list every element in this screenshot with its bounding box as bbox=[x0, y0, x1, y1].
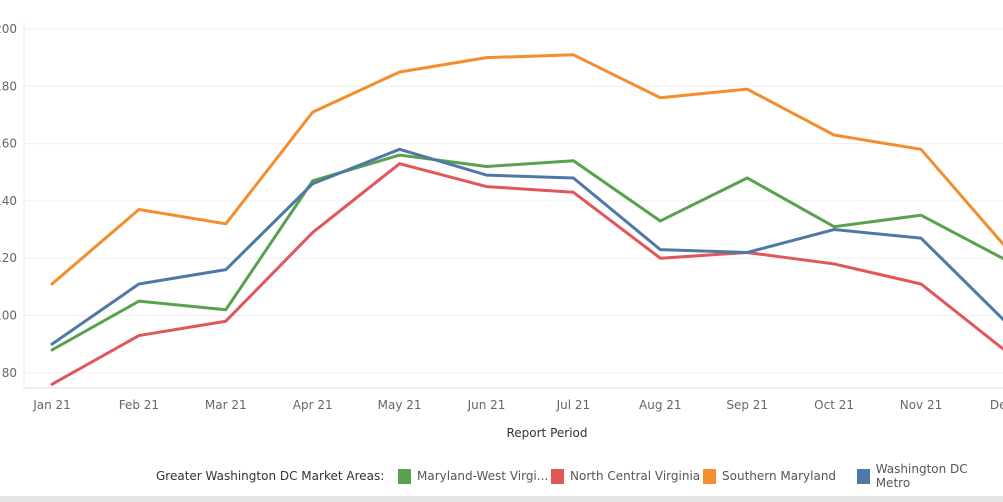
series-line-maryland-west-virgi- bbox=[50, 153, 1003, 352]
y-tick-label: 100 bbox=[0, 309, 17, 323]
x-tick-label: Jan 21 bbox=[32, 398, 71, 412]
x-tick-label: Dec bbox=[990, 398, 1003, 412]
legend-item-washington-dc-metro[interactable]: Washington DC Metro bbox=[857, 462, 1003, 490]
legend-swatch bbox=[398, 468, 411, 484]
y-tick-label: 160 bbox=[0, 137, 17, 151]
x-tick-label: Mar 21 bbox=[205, 398, 247, 412]
legend-label: Southern Maryland bbox=[722, 469, 837, 483]
x-tick-label: Apr 21 bbox=[293, 398, 333, 412]
y-tick-label: 80 bbox=[2, 366, 17, 380]
x-tick-label: Oct 21 bbox=[814, 398, 854, 412]
legend-label: Washington DC Metro bbox=[875, 462, 968, 490]
legend-label: Maryland-West Virgi... bbox=[417, 469, 549, 483]
legend: Greater Washington DC Market Areas: Mary… bbox=[0, 462, 1003, 490]
series-line-southern-maryland bbox=[50, 53, 1003, 286]
legend-item-north-central-virginia[interactable]: North Central Virginia bbox=[551, 466, 700, 486]
x-tick-label: Nov 21 bbox=[900, 398, 943, 412]
legend-label: North Central Virginia bbox=[570, 469, 701, 483]
legend-swatch bbox=[551, 468, 564, 484]
x-tick-label: Sep 21 bbox=[726, 398, 768, 412]
series-line-washington-dc-metro bbox=[50, 147, 1003, 346]
y-tick-label: 180 bbox=[0, 79, 17, 93]
x-tick-label: Jul 21 bbox=[556, 398, 591, 412]
x-tick-label: Jun 21 bbox=[467, 398, 506, 412]
legend-item-maryland-west-virginia[interactable]: Maryland-West Virgi... bbox=[398, 466, 548, 486]
x-axis-title: Report Period bbox=[506, 426, 587, 440]
legend-title: Greater Washington DC Market Areas: bbox=[156, 469, 385, 483]
y-tick-label: 140 bbox=[0, 194, 17, 208]
x-tick-label: May 21 bbox=[378, 398, 422, 412]
x-tick-label: Aug 21 bbox=[639, 398, 682, 412]
legend-item-southern-maryland[interactable]: Southern Maryland bbox=[703, 466, 836, 486]
y-tick-label: 200 bbox=[0, 22, 17, 36]
x-tick-label: Feb 21 bbox=[119, 398, 159, 412]
y-tick-label: 120 bbox=[0, 251, 17, 265]
legend-swatch bbox=[857, 468, 870, 484]
bottom-scrollbar bbox=[0, 496, 1003, 502]
legend-swatch bbox=[703, 468, 716, 484]
line-chart: 80 100 120 140 160 180 200 Jan 21 Feb 21 Mar 21 Ap… bbox=[0, 22, 1003, 440]
series-line-north-central-virginia bbox=[50, 162, 1003, 386]
